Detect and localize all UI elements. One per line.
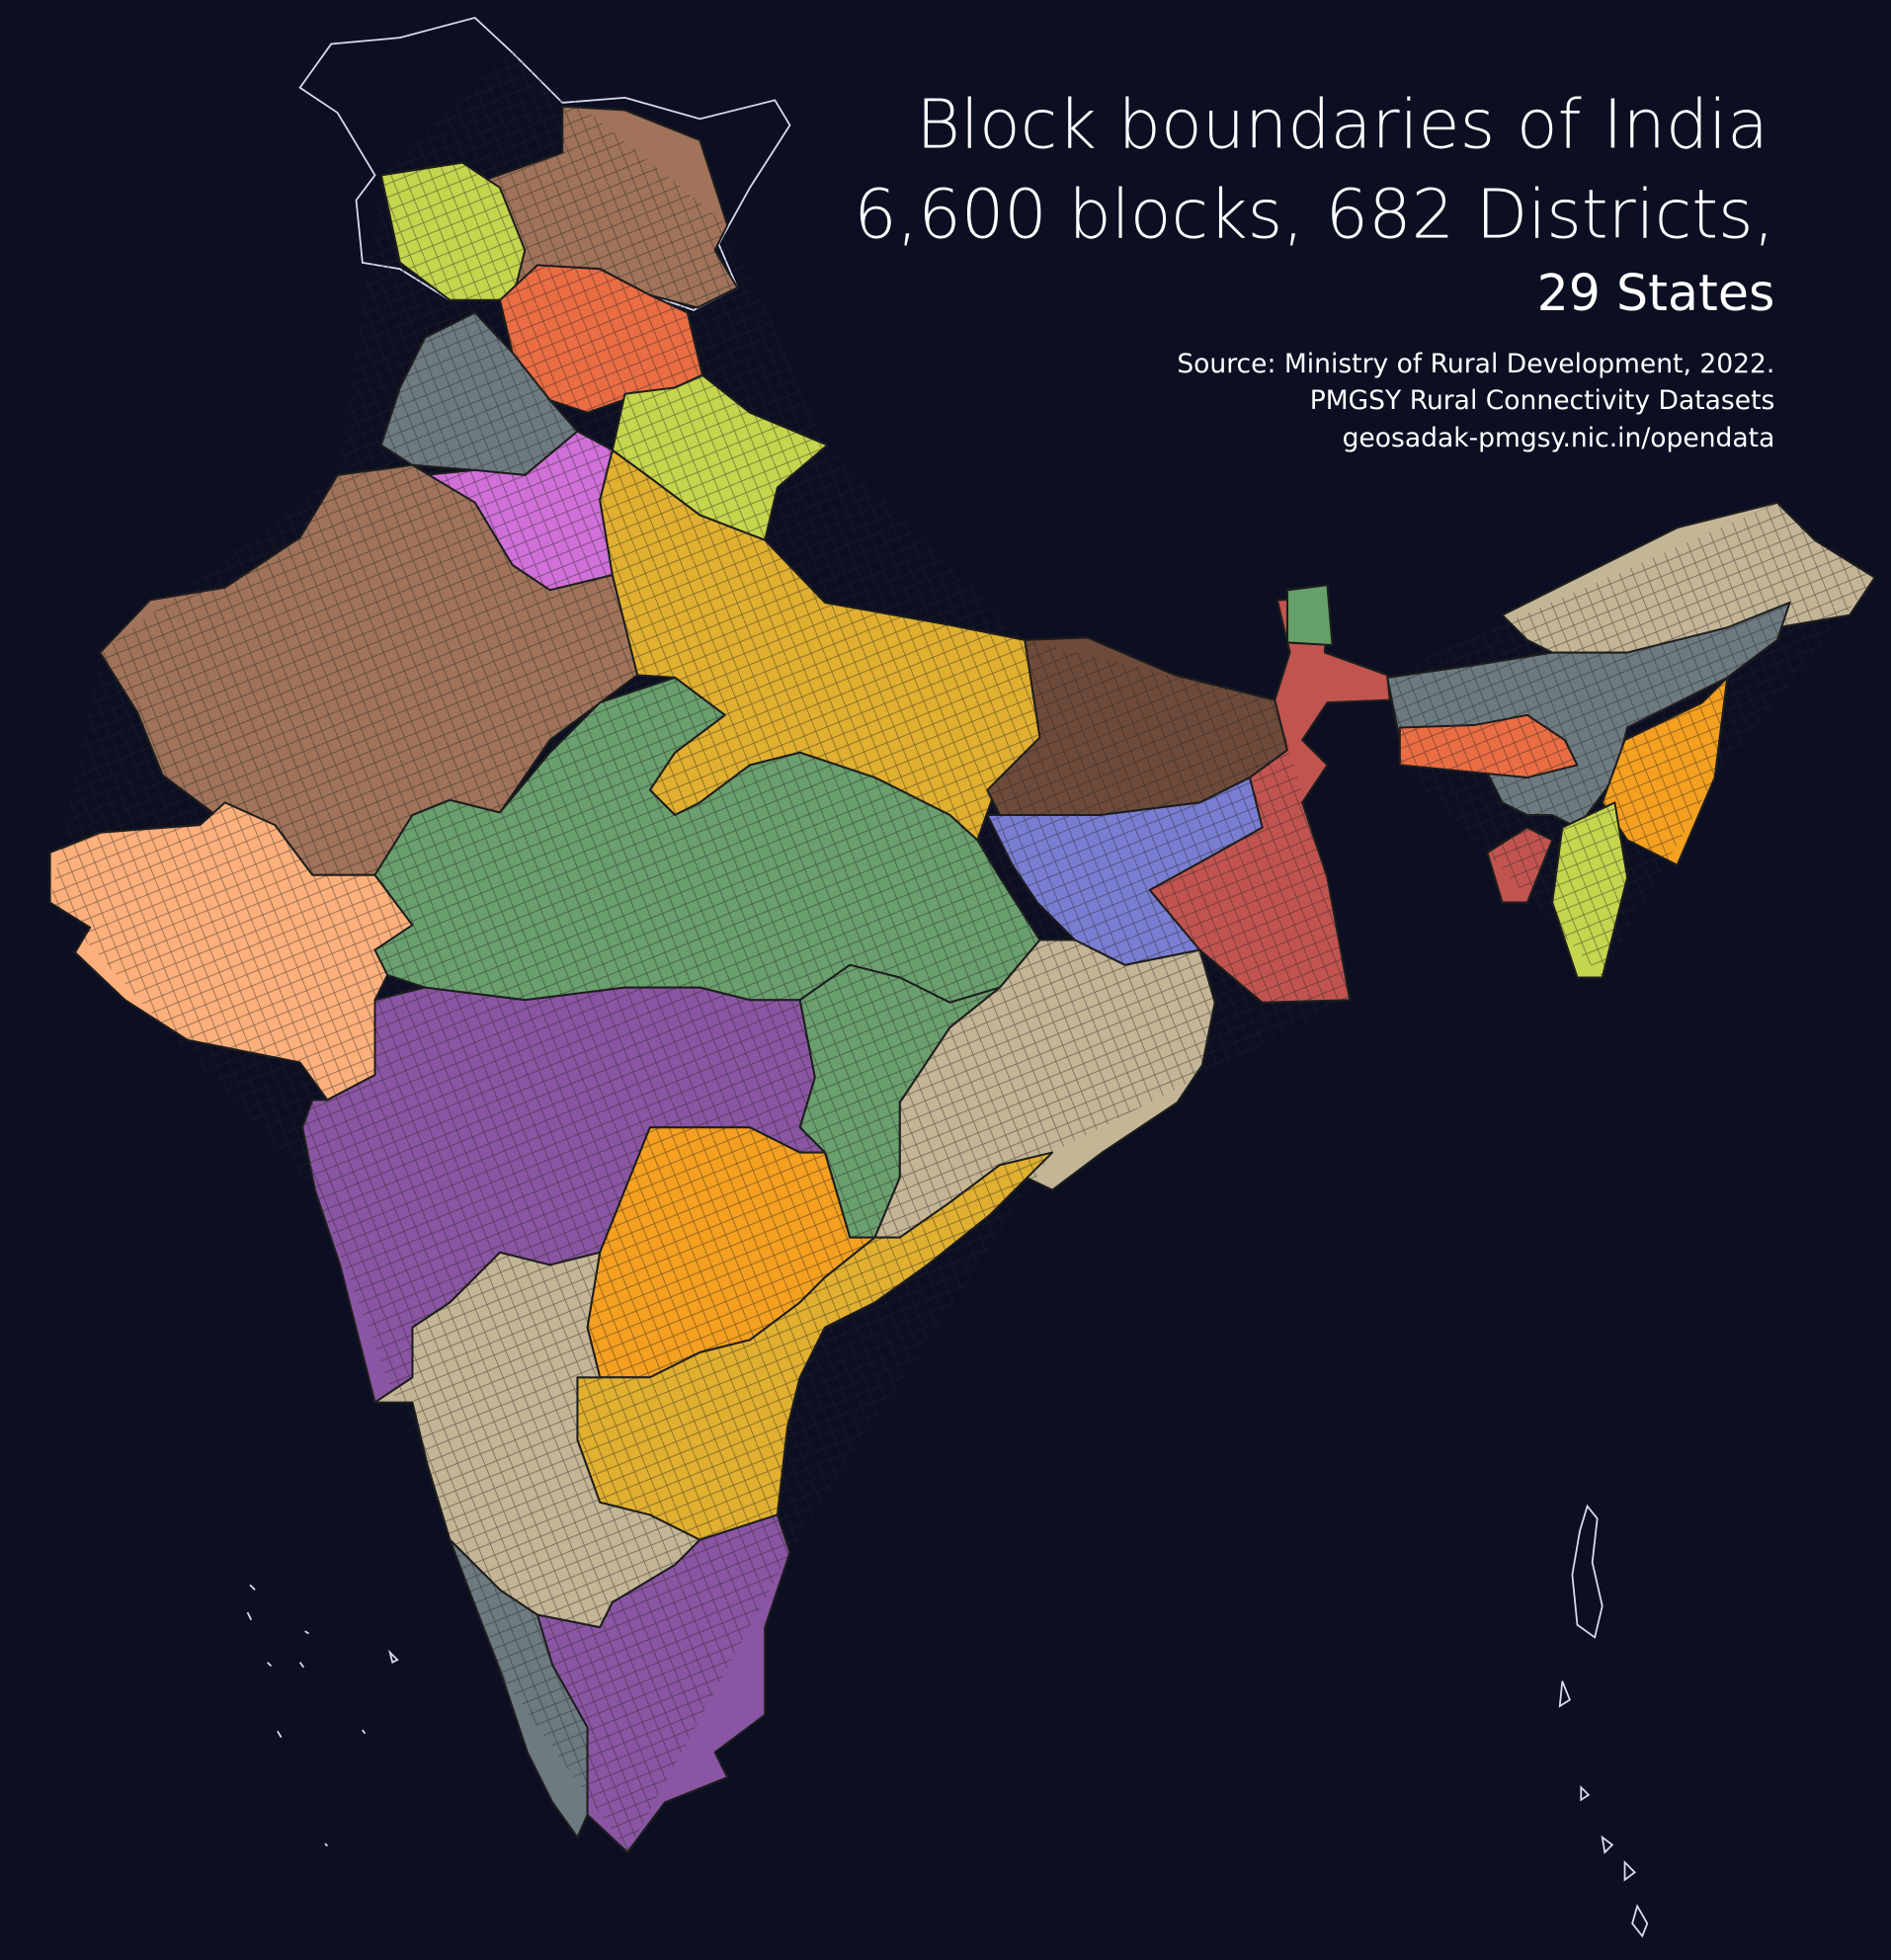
title-block: Block boundaries of India 6,600 blocks, … bbox=[854, 86, 1774, 452]
source-line: geosadak-pmgsy.nic.in/opendata bbox=[1343, 423, 1775, 453]
sikkim bbox=[1285, 584, 1334, 646]
andaman-islands bbox=[1558, 1504, 1649, 1938]
subtitle-states: 29 States bbox=[1537, 264, 1775, 322]
block-texture bbox=[49, 49, 1875, 1852]
title: Block boundaries of India bbox=[916, 86, 1768, 164]
source-line: Source: Ministry of Rural Development, 2… bbox=[1177, 349, 1774, 379]
lakshadweep bbox=[246, 1584, 399, 1847]
islands bbox=[246, 1504, 1649, 1938]
texture bbox=[49, 49, 1875, 1852]
subtitle: 6,600 blocks, 682 Districts, bbox=[854, 177, 1774, 255]
source-line: PMGSY Rural Connectivity Datasets bbox=[1310, 385, 1775, 416]
